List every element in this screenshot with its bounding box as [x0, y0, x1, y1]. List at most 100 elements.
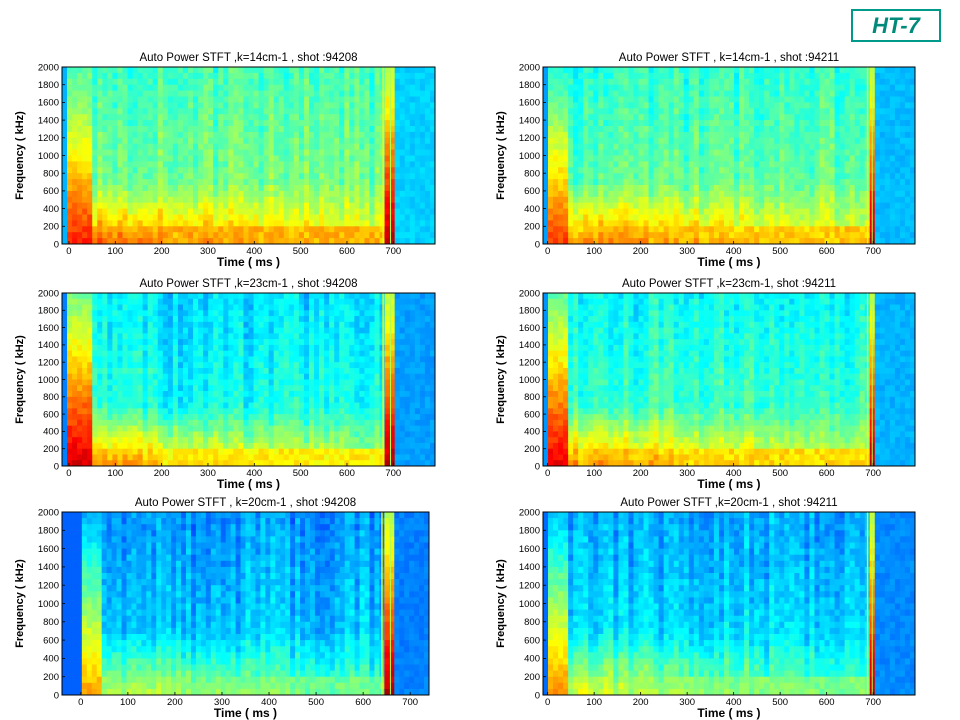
x-tick-label: 700	[865, 697, 881, 708]
x-axis-label: Time ( ms )	[697, 706, 760, 720]
x-tick-label: 100	[586, 697, 602, 708]
x-tick-label: 300	[679, 468, 695, 479]
y-tick-label: 1200	[519, 581, 540, 592]
y-tick-label: 1800	[519, 80, 540, 91]
y-tick-label: 1400	[38, 340, 59, 351]
x-tick-label: 0	[78, 697, 83, 708]
x-tick-label: 400	[726, 246, 742, 257]
x-tick-label: 200	[633, 697, 649, 708]
x-tick-label: 400	[261, 697, 277, 708]
y-tick-label: 1000	[38, 151, 59, 162]
spectrogram-image	[543, 512, 915, 695]
x-tick-label: 700	[865, 246, 881, 257]
x-tick-label: 100	[107, 246, 123, 257]
x-tick-label: 0	[545, 697, 550, 708]
x-tick-label: 300	[200, 468, 216, 479]
y-tick-label: 1600	[519, 98, 540, 109]
y-tick-label: 1600	[38, 98, 59, 109]
y-tick-label: 600	[43, 409, 59, 420]
y-tick-label: 1800	[38, 526, 59, 537]
panel-title: Auto Power STFT ,k=20cm-1 , shot :94211	[620, 497, 837, 509]
y-axis-label: Frequency ( kHz)	[495, 559, 507, 648]
x-tick-label: 700	[865, 468, 881, 479]
y-tick-label: 1400	[38, 562, 59, 573]
x-tick-label: 600	[339, 468, 355, 479]
y-tick-label: 0	[54, 239, 59, 250]
y-tick-label: 200	[43, 672, 59, 683]
y-tick-label: 2000	[38, 62, 59, 73]
x-tick-label: 200	[154, 246, 170, 257]
y-tick-label: 1000	[38, 375, 59, 386]
y-tick-label: 1800	[519, 306, 540, 317]
x-tick-label: 700	[402, 697, 418, 708]
y-tick-label: 0	[54, 461, 59, 472]
x-tick-label: 300	[214, 697, 230, 708]
y-axis-label: Frequency ( kHz)	[14, 559, 26, 648]
x-tick-label: 100	[586, 246, 602, 257]
x-tick-label: 0	[545, 468, 550, 479]
x-tick-label: 500	[772, 468, 788, 479]
y-tick-label: 800	[43, 392, 59, 403]
y-tick-label: 600	[524, 409, 540, 420]
y-tick-label: 2000	[519, 288, 540, 299]
y-tick-label: 600	[524, 635, 540, 646]
panel-title: Auto Power STFT ,k=23cm-1 , shot :94208	[139, 278, 357, 290]
panel-title: Auto Power STFT ,k=23cm-1, shot :94211	[622, 278, 836, 290]
y-tick-label: 200	[43, 444, 59, 455]
x-tick-label: 200	[633, 468, 649, 479]
spectrogram-image	[543, 293, 915, 466]
x-tick-label: 600	[355, 697, 371, 708]
y-tick-label: 1600	[38, 544, 59, 555]
x-tick-label: 0	[66, 468, 71, 479]
x-axis-label: Time ( ms )	[697, 255, 760, 269]
y-tick-label: 400	[524, 427, 540, 438]
panel-title: Auto Power STFT ,k=14cm-1 , shot :94208	[139, 52, 357, 64]
x-tick-label: 500	[772, 697, 788, 708]
x-tick-label: 600	[819, 246, 835, 257]
spectrogram-image	[62, 67, 435, 244]
y-tick-label: 400	[43, 654, 59, 665]
y-axis-label: Frequency ( kHz)	[495, 335, 507, 424]
y-tick-label: 200	[43, 222, 59, 233]
y-tick-label: 0	[535, 239, 540, 250]
y-axis-label: Frequency ( kHz)	[495, 111, 507, 200]
y-tick-label: 0	[54, 690, 59, 701]
panel-title: Auto Power STFT , k=14cm-1 , shot :94211	[619, 52, 839, 64]
y-axis-label: Frequency ( kHz)	[14, 335, 26, 424]
x-tick-label: 300	[679, 246, 695, 257]
y-tick-label: 1600	[519, 544, 540, 555]
y-tick-label: 400	[43, 204, 59, 215]
x-tick-label: 0	[66, 246, 71, 257]
y-tick-label: 200	[524, 672, 540, 683]
y-tick-label: 0	[535, 690, 540, 701]
y-tick-label: 600	[524, 186, 540, 197]
x-tick-label: 400	[726, 468, 742, 479]
x-axis-label: Time ( ms )	[214, 706, 277, 720]
y-tick-label: 800	[524, 617, 540, 628]
y-tick-label: 0	[535, 461, 540, 472]
spectrogram-panel-5: 0 200 400 600 800 1000 1200 1400 1600 1800 2000 0 10…	[14, 497, 430, 720]
y-tick-label: 2000	[519, 507, 540, 518]
y-tick-label: 1200	[519, 358, 540, 369]
y-tick-label: 600	[43, 186, 59, 197]
x-tick-label: 200	[154, 468, 170, 479]
x-tick-label: 200	[633, 246, 649, 257]
x-tick-label: 100	[107, 468, 123, 479]
x-tick-label: 500	[772, 246, 788, 257]
x-axis-label: Time ( ms )	[217, 255, 280, 269]
y-tick-label: 1400	[519, 340, 540, 351]
y-tick-label: 1400	[519, 562, 540, 573]
ht7-badge: HT-7	[851, 9, 941, 42]
y-tick-label: 2000	[519, 62, 540, 73]
y-tick-label: 400	[43, 427, 59, 438]
y-tick-label: 800	[43, 617, 59, 628]
y-tick-label: 1000	[519, 375, 540, 386]
x-tick-label: 600	[339, 246, 355, 257]
spectrogram-panel-3: 0 200 400 600 800 1000 1200 1400 1600 1800 2000 0 10…	[14, 278, 436, 491]
spectrogram-panel-6: 0 200 400 600 800 1000 1200 1400 1600 1800 2000 0 10…	[495, 497, 916, 720]
y-tick-label: 1600	[38, 323, 59, 334]
x-axis-label: Time ( ms )	[697, 477, 760, 491]
y-tick-label: 1200	[38, 581, 59, 592]
x-tick-label: 300	[679, 697, 695, 708]
